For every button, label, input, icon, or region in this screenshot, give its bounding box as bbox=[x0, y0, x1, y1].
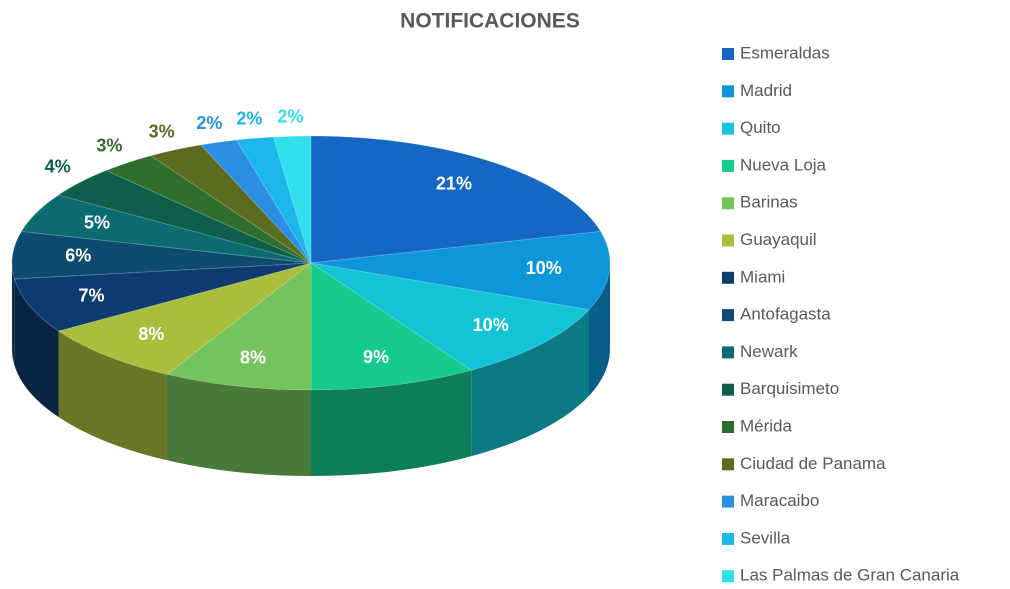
legend-marker bbox=[722, 159, 734, 172]
legend-label: Newark bbox=[740, 342, 798, 361]
slice bbox=[310, 262, 591, 371]
slice bbox=[165, 261, 312, 391]
legend-marker bbox=[722, 197, 734, 210]
legend-marker bbox=[722, 234, 734, 247]
legend-label: Mérida bbox=[740, 416, 793, 435]
legend-marker bbox=[722, 495, 734, 508]
slice-side bbox=[12, 263, 15, 365]
slice bbox=[11, 230, 312, 280]
data-label: 4% bbox=[45, 157, 71, 177]
slice-side bbox=[166, 374, 311, 476]
slice-side bbox=[311, 370, 472, 476]
legend-label: Antofagasta bbox=[740, 305, 831, 324]
legend-marker bbox=[722, 383, 734, 396]
legend-label: Maracaibo bbox=[740, 491, 819, 510]
data-label: 2% bbox=[236, 109, 262, 129]
data-label: 8% bbox=[240, 348, 266, 368]
legend-marker bbox=[722, 458, 734, 471]
slice-side bbox=[14, 278, 59, 418]
legend-label: Ciudad de Panama bbox=[740, 454, 886, 473]
slice bbox=[57, 169, 312, 264]
slice bbox=[310, 262, 473, 391]
legend-marker bbox=[722, 271, 734, 284]
legend-label: Nueva Loja bbox=[740, 155, 827, 174]
slice bbox=[13, 262, 312, 332]
slice bbox=[20, 194, 312, 264]
legend-marker bbox=[722, 48, 734, 60]
slice bbox=[235, 136, 312, 264]
legend-marker bbox=[722, 570, 734, 583]
legend-label: Barinas bbox=[740, 193, 798, 212]
data-label: 10% bbox=[473, 315, 509, 335]
data-label: 3% bbox=[96, 135, 122, 155]
data-label: 6% bbox=[65, 246, 91, 266]
legend-marker bbox=[722, 421, 734, 433]
slice bbox=[199, 139, 312, 264]
slice bbox=[310, 135, 602, 264]
slice bbox=[310, 230, 611, 311]
data-label: 7% bbox=[79, 285, 105, 305]
data-label: 9% bbox=[363, 347, 389, 367]
legend-label: Las Palmas de Gran Canaria bbox=[740, 566, 960, 585]
slice-side bbox=[589, 263, 610, 396]
legend-label: Miami bbox=[740, 267, 785, 286]
legend-label: Guayaquil bbox=[740, 230, 817, 249]
legend-marker bbox=[722, 532, 734, 545]
legend-label: Sevilla bbox=[740, 528, 791, 547]
data-label: 10% bbox=[526, 258, 562, 278]
data-label: 21% bbox=[436, 173, 472, 193]
data-label: 3% bbox=[149, 121, 175, 141]
data-label: 5% bbox=[84, 212, 110, 232]
slice-side bbox=[58, 331, 167, 461]
data-label: 2% bbox=[277, 106, 303, 126]
legend-marker bbox=[722, 346, 734, 359]
legend-label: Esmeraldas bbox=[740, 43, 830, 62]
legend-marker bbox=[722, 122, 734, 135]
legend-label: Quito bbox=[740, 118, 781, 137]
slice bbox=[105, 155, 312, 264]
slice-side bbox=[471, 309, 590, 457]
slice bbox=[149, 144, 312, 264]
data-label: 8% bbox=[138, 324, 164, 344]
slice bbox=[272, 135, 312, 264]
legend-label: Madrid bbox=[740, 81, 792, 100]
legend-marker bbox=[722, 85, 734, 98]
legend-marker bbox=[722, 309, 734, 322]
legend-label: Barquisimeto bbox=[740, 379, 839, 398]
chart-title: NOTIFICACIONES bbox=[400, 10, 580, 33]
slice bbox=[57, 262, 312, 375]
data-label: 2% bbox=[196, 113, 222, 133]
